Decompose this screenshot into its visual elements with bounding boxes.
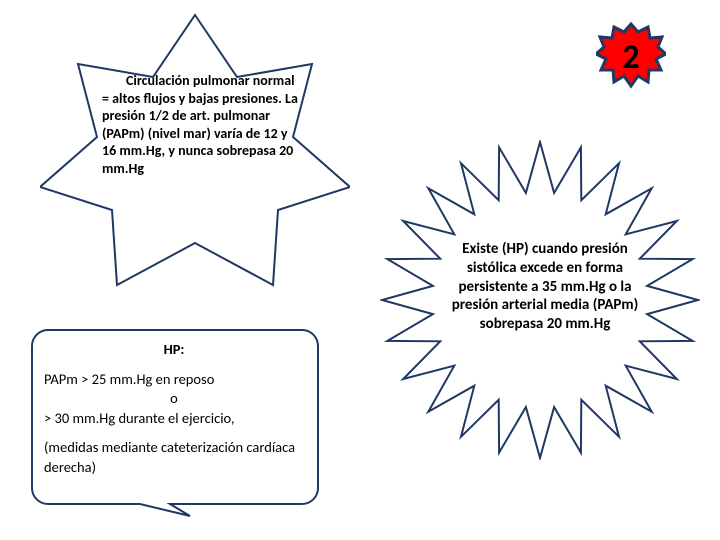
number-badge: 2 <box>596 22 666 92</box>
hp-callout: HP: PAPm > 25 mm.Hg en reposo o > 30 mm.… <box>30 328 320 518</box>
callout-line-o: o <box>44 389 304 409</box>
callout-line3: (medidas mediante cateterización cardíac… <box>44 438 304 477</box>
callout-line2: > 30 mm.Hg durante el ejercicio, <box>44 409 304 429</box>
star-7-text: Circulación pulmonar normal = altos fluj… <box>102 72 298 177</box>
badge-number: 2 <box>596 22 666 92</box>
callout-hp-label: HP: <box>44 340 304 360</box>
sunburst-text: Existe (HP) cuando presión sistólica exc… <box>450 240 640 334</box>
sunburst-star: Existe (HP) cuando presión sistólica exc… <box>380 140 700 460</box>
callout-text: HP: PAPm > 25 mm.Hg en reposo o > 30 mm.… <box>44 340 304 477</box>
callout-line1: PAPm > 25 mm.Hg en reposo <box>44 370 304 390</box>
seven-point-star: Circulación pulmonar normal = altos fluj… <box>40 10 350 290</box>
